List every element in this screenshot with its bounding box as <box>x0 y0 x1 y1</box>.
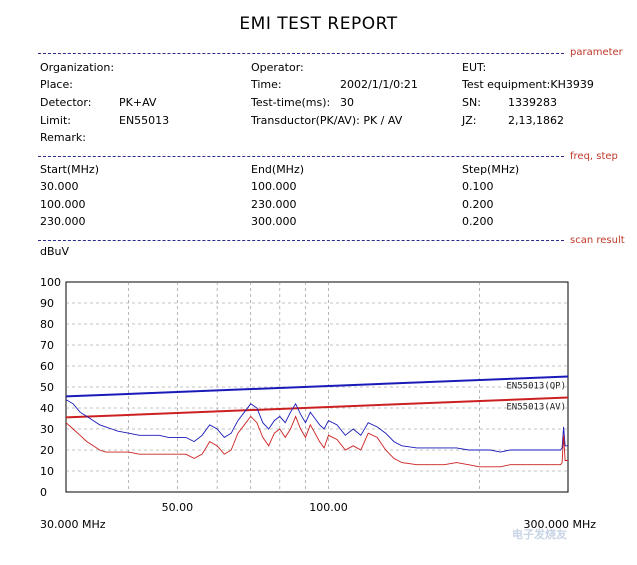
y-axis-label: dBuV <box>40 245 70 258</box>
series-label: EN55013(QP) <box>506 382 566 392</box>
operator-label: Operator: <box>251 61 304 74</box>
freq-row-1-end: 100.000 <box>251 180 297 193</box>
watermark-logo: 电子发烧友 <box>512 528 567 541</box>
y-tick-label: 90 <box>40 297 54 310</box>
sn-value: 1339283 <box>508 96 557 109</box>
limit-label: Limit: <box>40 114 71 127</box>
limit-line <box>65 396 569 419</box>
detector-value: PK+AV <box>119 96 157 109</box>
test-time-value: 30 <box>340 96 354 109</box>
y-tick-label: 10 <box>40 465 54 478</box>
parameter-section-label: parameter <box>570 47 623 58</box>
freq-row-1-step: 0.100 <box>462 180 494 193</box>
freq-header-end: End(MHz) <box>251 163 305 176</box>
y-tick-label: 30 <box>40 423 54 436</box>
y-tick-label: 40 <box>40 402 54 415</box>
x-tick-label: 100.00 <box>309 501 348 514</box>
x-tick-label: 300.000 MHz <box>523 518 596 531</box>
y-tick-label: 80 <box>40 318 54 331</box>
y-tick-label: 50 <box>40 381 54 394</box>
test-time-label: Test-time(ms): <box>251 96 331 109</box>
scan-result-section-label: scan result <box>570 235 625 246</box>
remark-label: Remark: <box>40 131 86 144</box>
organization-label: Organization: <box>40 61 115 74</box>
x-tick-label: 50.00 <box>162 501 194 514</box>
y-tick-label: 100 <box>40 276 61 289</box>
freq-header-start: Start(MHz) <box>40 163 99 176</box>
parameter-separator <box>38 53 564 54</box>
time-value: 2002/1/1/0:21 <box>340 78 418 91</box>
y-tick-label: 0 <box>40 486 47 499</box>
jz-value: 2,13,1862 <box>508 114 564 127</box>
freq-row-2-start: 100.000 <box>40 198 86 211</box>
scan-result-separator <box>38 240 564 241</box>
series-label: EN55013(AV) <box>506 403 566 413</box>
freq-step-section-label: freq, step <box>570 151 618 162</box>
freq-row-3-step: 0.200 <box>462 215 494 228</box>
test-equipment-label: Test equipment:KH3939 <box>462 78 594 91</box>
freq-row-1-start: 30.000 <box>40 180 79 193</box>
y-tick-label: 20 <box>40 444 54 457</box>
freq-row-3-end: 300.000 <box>251 215 297 228</box>
place-label: Place: <box>40 78 73 91</box>
freq-row-2-end: 230.000 <box>251 198 297 211</box>
jz-label: JZ: <box>462 114 477 127</box>
report-title: EMI TEST REPORT <box>239 14 398 34</box>
eut-label: EUT: <box>462 61 487 74</box>
transductor-label: Transductor(PK/AV): PK / AV <box>251 114 403 127</box>
y-tick-label: 60 <box>40 360 54 373</box>
y-tick-label: 70 <box>40 339 54 352</box>
freq-row-3-start: 230.000 <box>40 215 86 228</box>
sn-label: SN: <box>462 96 481 109</box>
limit-line <box>65 375 569 398</box>
limit-value: EN55013 <box>119 114 170 127</box>
freq-header-step: Step(MHz) <box>462 163 520 176</box>
time-label: Time: <box>251 78 282 91</box>
freq-row-2-step: 0.200 <box>462 198 494 211</box>
measurement-trace <box>65 415 568 468</box>
freq-step-separator <box>38 156 564 157</box>
x-tick-label: 30.000 MHz <box>40 518 106 531</box>
detector-label: Detector: <box>40 96 92 109</box>
measurement-trace <box>65 399 568 453</box>
